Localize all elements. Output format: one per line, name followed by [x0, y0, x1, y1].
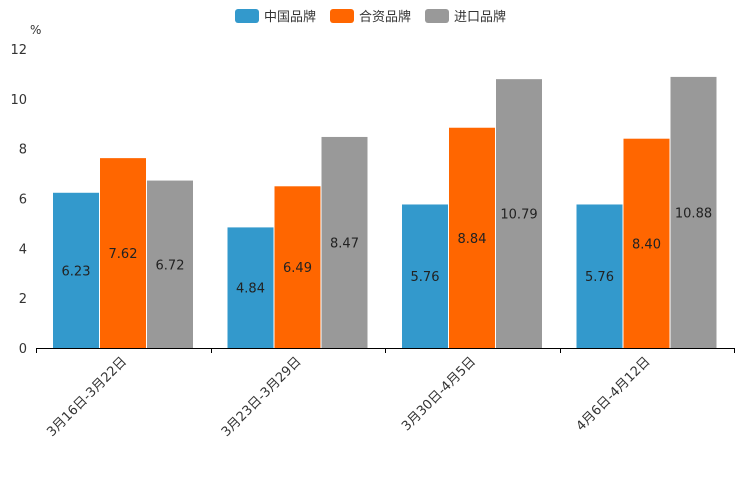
legend-swatch: [235, 9, 259, 23]
bar: [670, 76, 717, 348]
data-label: 7.62: [109, 247, 138, 262]
x-tick-label: 3月16日-3月22日: [44, 354, 130, 440]
bar: [449, 127, 495, 348]
bar: [576, 204, 623, 348]
bar-series: [53, 76, 717, 348]
data-label: 8.40: [632, 237, 661, 252]
x-tick-label: 4月6日-4月12日: [574, 354, 654, 434]
data-label: 6.49: [283, 261, 312, 276]
data-label: 6.23: [62, 264, 91, 279]
bar: [274, 186, 321, 348]
data-label: 10.88: [675, 206, 712, 221]
data-label: 8.47: [330, 236, 359, 251]
y-tick-label: 2: [19, 292, 27, 307]
x-tick-label: 3月30日-4月5日: [399, 354, 479, 434]
data-label: 4.84: [236, 282, 265, 297]
bar: [147, 180, 193, 348]
bar: [402, 204, 448, 348]
legend-label: 进口品牌: [454, 9, 506, 25]
legend: 中国品牌 合资品牌 进口品牌: [235, 9, 506, 25]
y-tick-label: 10: [10, 93, 27, 108]
bar: [321, 136, 368, 348]
y-axis-unit-label: %: [30, 23, 41, 37]
data-label: 5.76: [585, 270, 614, 285]
bar: [227, 227, 274, 348]
x-axis: 3月16日-3月22日 3月23日-3月29日 3月30日-4月5日 4月6日-4月1…: [36, 348, 735, 440]
y-tick-label: 4: [19, 242, 27, 257]
legend-swatch: [330, 9, 354, 23]
x-tick-label: 3月23日-3月29日: [219, 354, 305, 440]
y-axis: 0 2 4 6 8 10 12: [10, 43, 27, 357]
bar: [53, 192, 99, 348]
data-labels: 6.23 7.62 6.72 4.84 6.49 8.47 5.76 8.84 10.79 5.7…: [62, 206, 713, 296]
data-label: 8.84: [458, 232, 487, 247]
y-tick-label: 0: [19, 342, 27, 357]
y-tick-label: 6: [19, 193, 27, 208]
bar: [496, 79, 542, 348]
bar: [100, 158, 146, 348]
data-label: 6.72: [156, 258, 185, 273]
y-tick-label: 12: [10, 43, 27, 58]
data-label: 10.79: [500, 208, 537, 223]
legend-label: 合资品牌: [359, 9, 411, 25]
data-label: 5.76: [411, 270, 440, 285]
y-tick-label: 8: [19, 143, 27, 158]
legend-swatch: [425, 9, 449, 23]
legend-label: 中国品牌: [264, 9, 316, 25]
bar: [623, 138, 670, 348]
